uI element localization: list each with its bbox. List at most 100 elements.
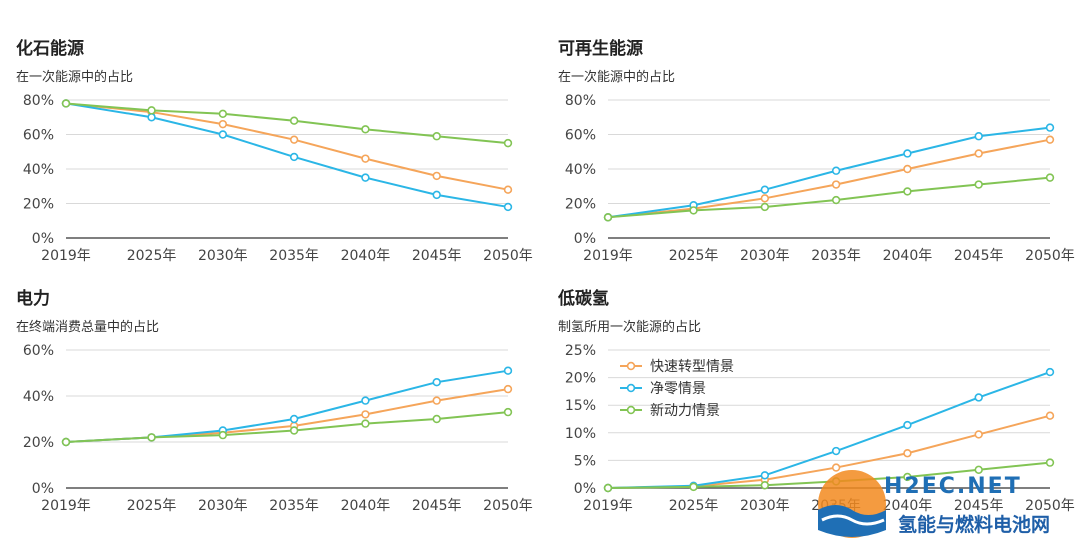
data-point	[361, 154, 370, 163]
x-tick-label: 2030年	[198, 248, 248, 264]
y-tick-label: 0%	[32, 481, 54, 497]
data-point	[760, 481, 770, 490]
y-tick-label: 5%	[574, 453, 596, 469]
x-tick-label: 2025年	[127, 498, 177, 514]
renewable-energy-chart: 0% 20% 40% 60% 80% 2019年 2025年 2030年 2035年 2040年 2…	[565, 93, 1075, 264]
y-tick-label: 60%	[23, 343, 54, 359]
data-point	[1045, 411, 1055, 420]
y-tick-label: 20%	[565, 197, 596, 213]
x-tick-label: 2040年	[883, 248, 933, 264]
data-point	[760, 185, 770, 194]
legend-swatch-marker	[626, 383, 636, 393]
x-tick-label: 2045年	[954, 248, 1004, 264]
data-point	[361, 396, 370, 405]
x-tick-label: 2050年	[483, 498, 533, 514]
electricity-chart: 0% 20% 40% 60% 2019年 2025年 2030年 2035年 2040年 2045…	[23, 343, 533, 514]
y-tick-label: 0%	[574, 231, 596, 247]
data-point	[289, 135, 299, 144]
data-point	[831, 446, 841, 456]
data-point	[147, 113, 156, 122]
y-tick-label: 60%	[23, 128, 54, 144]
legend-swatch-marker	[626, 405, 636, 415]
y-tick-label: 40%	[23, 162, 54, 178]
data-point	[361, 173, 370, 182]
x-tick-label: 2050年	[1025, 248, 1075, 264]
panel-subtitle: 制氢所用一次能源的占比	[558, 320, 702, 335]
x-tick-label: 2035年	[811, 248, 861, 264]
data-point	[503, 202, 513, 212]
data-point	[903, 187, 912, 196]
data-point	[903, 420, 912, 430]
data-point	[289, 414, 299, 424]
data-point	[1045, 123, 1055, 132]
data-point	[760, 471, 770, 480]
x-tick-label: 2040年	[341, 498, 391, 514]
fossil-energy-panel: 化石能源 在一次能源中的占比 0% 20% 40% 60% 80% 2019年 2025年 2…	[16, 34, 536, 294]
panel-title: 电力	[16, 289, 50, 309]
data-point	[218, 119, 228, 129]
data-point	[432, 414, 441, 424]
data-point	[503, 366, 513, 375]
data-point	[432, 396, 441, 405]
data-point	[760, 194, 770, 203]
y-tick-label: 60%	[565, 128, 596, 144]
data-point	[432, 377, 441, 387]
x-tick-label: 2030年	[198, 498, 248, 514]
y-tick-label: 10%	[565, 426, 596, 442]
watermark-text: 氢能与燃料电池网	[898, 514, 1051, 536]
x-tick-label: 2030年	[740, 248, 790, 264]
series-line-net-zero	[65, 102, 509, 208]
data-point	[289, 152, 299, 162]
y-tick-label: 0%	[574, 481, 596, 497]
y-tick-label: 20%	[23, 197, 54, 213]
x-tick-label: 2045年	[412, 248, 462, 264]
data-point	[974, 393, 983, 402]
data-point	[432, 190, 441, 200]
data-point	[974, 180, 983, 189]
y-tick-label: 15%	[565, 398, 596, 414]
series-line-fast-transition	[607, 138, 1051, 219]
panel-title: 化石能源	[16, 39, 84, 59]
data-point	[903, 149, 912, 158]
y-tick-label: 0%	[32, 231, 54, 247]
legend-swatch-marker	[626, 361, 636, 371]
data-point	[218, 130, 228, 139]
data-point	[603, 483, 613, 493]
watermark-brand: H2EC.NET	[884, 474, 1022, 499]
data-point	[361, 419, 370, 428]
series-line-new-momentum	[607, 176, 1051, 219]
data-point	[503, 407, 513, 417]
x-tick-label: 2050年	[1025, 498, 1075, 514]
data-point	[1045, 173, 1055, 182]
panel-subtitle: 在一次能源中的占比	[558, 70, 676, 85]
data-point	[432, 132, 441, 141]
legend-label: 新动力情景	[650, 403, 720, 419]
data-point	[974, 465, 983, 474]
data-point	[61, 99, 71, 108]
data-point	[831, 463, 841, 472]
x-tick-label: 2025年	[669, 248, 719, 264]
site-watermark: H2EC.NET 氢能与燃料电池网	[812, 466, 1074, 542]
panel-title: 可再生能源	[558, 39, 643, 59]
x-tick-label: 2019年	[583, 498, 633, 514]
data-point	[289, 426, 299, 435]
electricity-panel: 电力 在终端消费总量中的占比 0% 20% 40% 60% 2019年 2025年 2030…	[16, 284, 536, 544]
panel-title: 低碳氢	[558, 289, 609, 309]
data-point	[903, 164, 912, 174]
x-tick-label: 2045年	[412, 498, 462, 514]
fossil-energy-chart: 0% 20% 40% 60% 80% 2019年 2025年 2030年 2035年 2040年 2…	[23, 93, 533, 264]
data-point	[903, 472, 912, 482]
x-tick-label: 2025年	[127, 248, 177, 264]
data-point	[689, 206, 698, 215]
data-point	[603, 213, 613, 222]
data-point	[974, 149, 983, 158]
data-point	[689, 482, 698, 492]
renewable-energy-panel: 可再生能源 在一次能源中的占比 0% 20% 40% 60% 80% 2019年 2025年…	[558, 34, 1078, 294]
y-tick-label: 20%	[23, 435, 54, 451]
x-tick-label: 2050年	[483, 248, 533, 264]
legend-label: 净零情景	[650, 381, 706, 397]
data-point	[1045, 367, 1055, 377]
data-point	[147, 433, 156, 442]
data-point	[974, 430, 983, 439]
y-tick-label: 25%	[565, 343, 596, 359]
